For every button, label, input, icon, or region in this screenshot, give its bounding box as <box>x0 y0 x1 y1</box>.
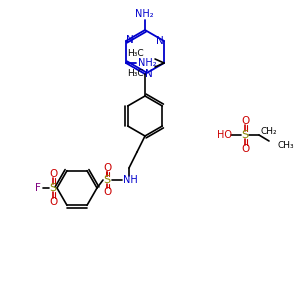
Text: O: O <box>103 163 111 173</box>
Text: N: N <box>126 35 134 45</box>
Text: NH₂: NH₂ <box>138 58 156 68</box>
Text: NH: NH <box>123 175 137 185</box>
Text: O: O <box>241 116 249 126</box>
Text: O: O <box>241 144 249 154</box>
Text: O: O <box>49 169 57 179</box>
Text: NH₂: NH₂ <box>135 9 153 19</box>
Text: CH₂: CH₂ <box>261 128 277 136</box>
Text: S: S <box>50 183 57 193</box>
Text: H₃C: H₃C <box>128 68 144 77</box>
Text: S: S <box>103 175 111 185</box>
Text: F: F <box>35 183 41 193</box>
Text: O: O <box>49 197 57 207</box>
Text: CH₃: CH₃ <box>277 140 294 149</box>
Text: O: O <box>103 187 111 197</box>
Text: HO: HO <box>217 130 232 140</box>
Text: H₃C: H₃C <box>128 49 144 58</box>
Text: S: S <box>242 130 249 140</box>
Text: N: N <box>145 69 153 79</box>
Text: N: N <box>156 36 164 46</box>
